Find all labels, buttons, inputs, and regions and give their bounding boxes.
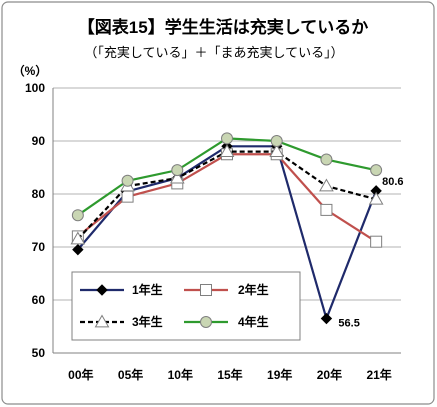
data-point xyxy=(72,243,84,256)
legend-marker xyxy=(200,284,212,296)
legend-marker xyxy=(200,316,212,328)
axes xyxy=(52,88,401,354)
data-point xyxy=(370,235,383,248)
chart-subtitle: （「充実している」＋「まあ充実している」） xyxy=(84,45,343,60)
data-point xyxy=(121,190,134,203)
data-point xyxy=(219,144,235,157)
legend-label: 3年生 xyxy=(132,314,163,329)
x-tick-label: 05年 xyxy=(118,367,143,382)
legend-label: 4年生 xyxy=(238,314,269,329)
legend-marker xyxy=(96,284,108,296)
x-tick-labels: 00年 05年 10年 15年 19年 20年 21年 xyxy=(68,367,392,382)
data-point xyxy=(71,209,84,222)
chart-title: 【図表15】学生生活は充実しているか xyxy=(78,17,368,37)
series-group xyxy=(70,132,384,325)
data-point xyxy=(319,178,334,192)
legend-box xyxy=(71,271,301,341)
legend-label: 1年生 xyxy=(132,282,163,297)
data-point xyxy=(370,164,383,177)
x-tick-label: 10年 xyxy=(168,367,193,382)
data-point xyxy=(221,132,233,145)
x-tick-label: 15年 xyxy=(217,367,242,382)
x-tick-label: 20年 xyxy=(317,367,342,382)
legend-label: 2年生 xyxy=(238,282,269,297)
data-label: 80.6 xyxy=(382,176,403,188)
y-tick-label: 80 xyxy=(32,187,46,201)
series-4 xyxy=(71,132,383,222)
data-point xyxy=(368,191,384,205)
legend-item-2: 2年生 xyxy=(184,282,269,297)
legend-marker xyxy=(94,314,110,328)
x-tick-label: 00年 xyxy=(68,367,93,382)
data-point xyxy=(269,144,285,157)
legend-item-4: 4年生 xyxy=(184,314,269,329)
y-tick-labels: 50 60 70 80 90 100 xyxy=(25,81,45,360)
data-point xyxy=(121,174,134,187)
data-point xyxy=(70,231,86,245)
y-tick-label: 90 xyxy=(32,134,46,148)
data-point xyxy=(320,312,333,325)
y-tick-label: 100 xyxy=(25,81,45,95)
y-tick-label: 50 xyxy=(32,346,46,360)
data-point xyxy=(320,203,333,216)
x-tick-label: 19年 xyxy=(267,367,292,382)
data-point xyxy=(320,153,333,166)
data-point xyxy=(169,170,185,184)
legend-item-3: 3年生 xyxy=(80,314,163,329)
y-tick-label: 70 xyxy=(32,240,46,254)
data-label: 56.5 xyxy=(338,318,359,330)
data-point xyxy=(171,164,184,177)
legend-item-1: 1年生 xyxy=(80,282,163,297)
x-tick-label: 21年 xyxy=(366,367,391,382)
data-labels: 80.6 56.5 xyxy=(338,176,403,330)
y-axis-unit-label: （%） xyxy=(13,63,48,78)
gridlines xyxy=(53,87,401,301)
legend: 1年生 2年生 3年生 4年生 xyxy=(71,271,301,341)
y-tick-label: 60 xyxy=(32,293,46,307)
data-point xyxy=(270,135,283,147)
